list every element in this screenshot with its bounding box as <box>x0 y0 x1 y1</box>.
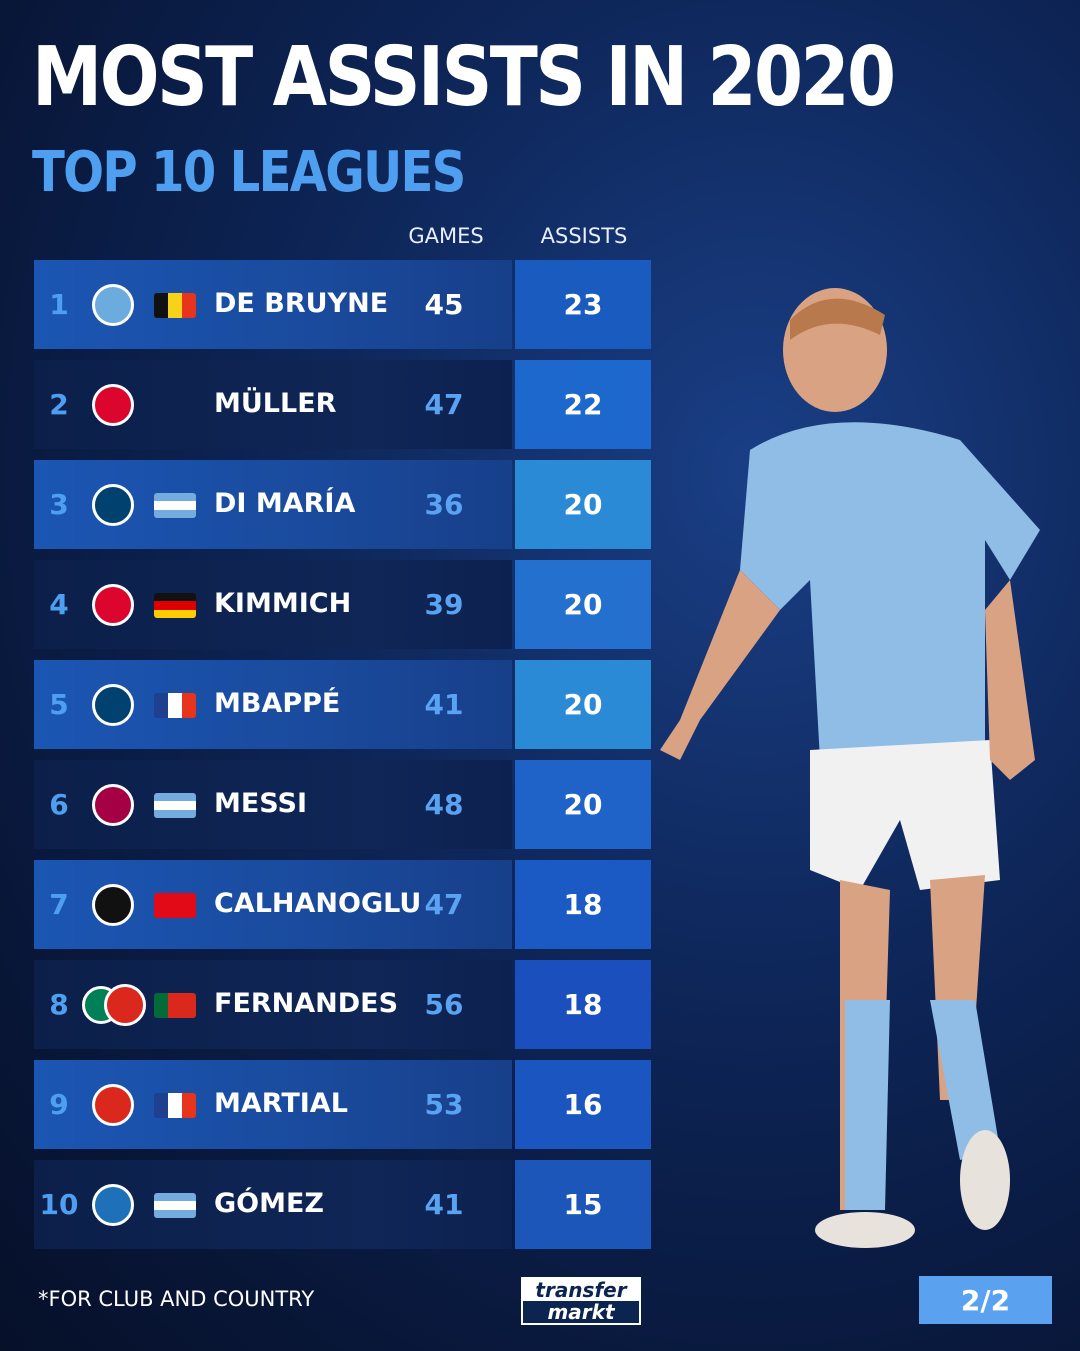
barcelona-badge-icon <box>92 784 134 826</box>
player-name: MÜLLER <box>214 388 337 419</box>
assists-value: 20 <box>515 760 651 849</box>
rank: 7 <box>49 888 69 921</box>
games-value: 47 <box>424 388 464 421</box>
ac-milan-badge-icon <box>92 884 134 926</box>
rank: 6 <box>49 788 69 821</box>
table-row: 4 KIMMICH 39 <box>34 560 512 649</box>
assists-value: 23 <box>515 260 651 349</box>
belgium-flag-icon <box>154 293 196 318</box>
games-value: 41 <box>424 688 464 721</box>
manchester-city-badge-icon <box>92 284 134 326</box>
rank: 8 <box>49 988 69 1021</box>
player-name: DE BRUYNE <box>214 288 389 319</box>
table-row: 6 MESSI 48 <box>34 760 512 849</box>
assists-value: 20 <box>515 660 651 749</box>
psg-badge-icon <box>92 684 134 726</box>
page-indicator: 2/2 <box>919 1276 1052 1324</box>
germany-flag-icon <box>154 593 196 618</box>
transfermarkt-logo: transfer markt <box>521 1277 641 1325</box>
player-name: GÓMEZ <box>214 1188 325 1219</box>
table-row: 10 GÓMEZ 41 <box>34 1160 512 1249</box>
games-value: 41 <box>424 1188 464 1221</box>
footnote: *FOR CLUB AND COUNTRY <box>38 1287 315 1311</box>
logo-line-1: transfer <box>535 1278 627 1302</box>
player-name: MARTIAL <box>214 1088 348 1119</box>
portugal-flag-icon <box>154 993 196 1018</box>
games-value: 45 <box>424 288 464 321</box>
table-row: 7 CALHANOGLU 47 <box>34 860 512 949</box>
games-value: 53 <box>424 1088 464 1121</box>
column-header-assists: ASSISTS <box>540 224 628 248</box>
games-value: 48 <box>424 788 464 821</box>
table-row: 8 FERNANDES 56 <box>34 960 512 1049</box>
page-subtitle: TOP 10 LEAGUES <box>32 140 466 205</box>
bayern-munich-badge-icon <box>92 384 134 426</box>
assists-value: 20 <box>515 460 651 549</box>
argentina-flag-icon <box>154 793 196 818</box>
table-row: 2 MÜLLER 47 <box>34 360 512 449</box>
assists-value: 16 <box>515 1060 651 1149</box>
games-value: 56 <box>424 988 464 1021</box>
assists-value: 18 <box>515 960 651 1049</box>
table-row: 5 MBAPPÉ 41 <box>34 660 512 749</box>
player-photo <box>660 288 1040 1248</box>
psg-badge-icon <box>92 484 134 526</box>
turkey-flag-icon <box>154 893 196 918</box>
games-value: 36 <box>424 488 464 521</box>
rank: 3 <box>49 488 69 521</box>
table-row: 9 MARTIAL 53 <box>34 1060 512 1149</box>
bayern-munich-badge-icon <box>92 584 134 626</box>
table-row: 3 DI MARÍA 36 <box>34 460 512 549</box>
page-title: MOST ASSISTS IN 2020 <box>32 30 896 125</box>
games-value: 39 <box>424 588 464 621</box>
rank: 10 <box>39 1188 79 1221</box>
rank: 2 <box>49 388 69 421</box>
player-name: DI MARÍA <box>214 488 356 519</box>
assists-value: 22 <box>515 360 651 449</box>
argentina-flag-icon <box>154 1193 196 1218</box>
france-flag-icon <box>154 1093 196 1118</box>
rank: 9 <box>49 1088 69 1121</box>
rank: 5 <box>49 688 69 721</box>
assists-value: 15 <box>515 1160 651 1249</box>
manchester-united-badge-icon <box>104 984 146 1026</box>
manchester-united-badge-icon <box>92 1084 134 1126</box>
assists-value: 18 <box>515 860 651 949</box>
france-flag-icon <box>154 693 196 718</box>
player-name: FERNANDES <box>214 988 399 1019</box>
column-header-games: GAMES <box>408 224 484 248</box>
rank: 1 <box>49 288 69 321</box>
player-name: MESSI <box>214 788 308 819</box>
games-value: 47 <box>424 888 464 921</box>
assists-value: 20 <box>515 560 651 649</box>
rank: 4 <box>49 588 69 621</box>
player-name: MBAPPÉ <box>214 688 341 719</box>
logo-line-2: markt <box>523 1301 639 1323</box>
player-name: CALHANOGLU <box>214 888 422 919</box>
player-name: KIMMICH <box>214 588 352 619</box>
atalanta-badge-icon <box>92 1184 134 1226</box>
argentina-flag-icon <box>154 493 196 518</box>
table-row: 1 DE BRUYNE 45 <box>34 260 512 349</box>
